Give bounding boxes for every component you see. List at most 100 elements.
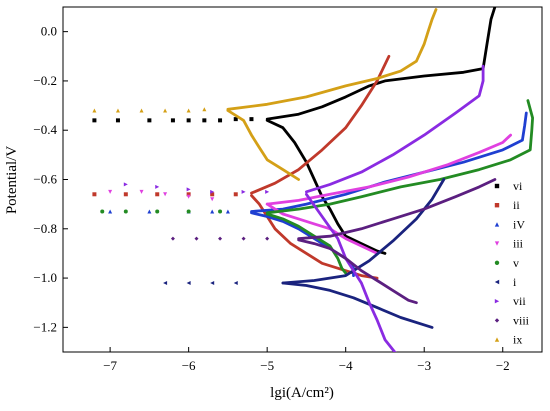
curve-anodic-vi: [265, 7, 497, 121]
y-tick-label: −0.8: [33, 221, 57, 236]
curve-cathodic-i: [281, 281, 434, 329]
data-point-viii: [194, 236, 199, 241]
data-point-vi: [170, 118, 175, 123]
data-point-ii: [92, 192, 97, 197]
legend-marker-vi: [494, 183, 500, 189]
data-point-v: [186, 209, 191, 214]
data-point-ii: [123, 192, 128, 197]
data-point-ii: [155, 192, 160, 197]
data-point-vi: [92, 118, 97, 123]
legend-label-v: v: [513, 256, 519, 270]
data-point-iV: [210, 209, 215, 214]
data-point-vii: [186, 187, 191, 192]
legend-label-vii: vii: [513, 294, 526, 308]
data-point-vi: [202, 118, 207, 123]
y-tick-label: −1.0: [33, 270, 57, 285]
x-tick-label: −5: [260, 358, 274, 373]
curve-anodic-vii: [305, 64, 485, 194]
data-point-ix: [202, 107, 207, 112]
data-point-iii: [186, 194, 191, 199]
curve-cathodic-ix: [226, 109, 300, 181]
data-point-i: [163, 281, 168, 285]
curve-anodic-i: [281, 178, 446, 285]
legend-label-vi: vi: [513, 179, 523, 193]
x-tick-label: −7: [103, 358, 117, 373]
data-point-v: [218, 209, 223, 214]
data-point-vi: [218, 118, 223, 123]
data-point-ii: [210, 192, 215, 197]
legend-label-ix: ix: [513, 333, 522, 347]
data-point-iii: [163, 192, 168, 197]
plot-area-frame: [62, 6, 543, 353]
data-point-ii: [233, 192, 238, 197]
data-point-ix: [139, 108, 144, 113]
data-point-iii: [139, 189, 144, 194]
data-point-iV: [225, 209, 230, 214]
legend-label-iii: iii: [513, 237, 524, 251]
x-tick-label: −6: [182, 358, 196, 373]
curve-cathodic-vii: [305, 192, 397, 352]
curve-anodic-iV: [250, 111, 528, 213]
y-tick-label: −0.6: [33, 172, 57, 187]
x-tick-label: −2: [496, 358, 510, 373]
y-axis-label: Potential/V: [4, 146, 20, 214]
legend-marker-i: [494, 279, 500, 285]
legend-marker-ix: [494, 337, 500, 342]
data-point-v: [155, 209, 160, 214]
curve-anodic-viii: [297, 178, 497, 240]
series-ix: [92, 8, 438, 181]
data-point-ix: [92, 108, 97, 113]
series-clip-group: [92, 7, 534, 352]
data-point-i: [210, 281, 215, 285]
data-point-vi: [147, 118, 152, 123]
data-point-vi: [186, 118, 191, 123]
data-point-ix: [115, 108, 120, 113]
data-point-ii: [186, 192, 191, 197]
legend-marker-iii: [494, 241, 500, 246]
data-point-iV: [108, 209, 113, 214]
data-point-viii: [170, 236, 175, 241]
data-point-i: [233, 281, 238, 285]
x-tick-label: −3: [417, 358, 431, 373]
data-point-vii: [265, 189, 270, 194]
legend-marker-iV: [494, 222, 500, 227]
series-layer: [92, 7, 534, 352]
data-point-iii: [210, 197, 215, 202]
data-point-vii: [123, 182, 128, 187]
legend-marker-vii: [494, 299, 500, 304]
legend-label-viii: viii: [513, 313, 530, 327]
series-i: [163, 178, 446, 329]
x-axis-label: lgi(A/cm²): [270, 385, 334, 401]
data-point-viii: [241, 236, 246, 241]
series-vi: [92, 7, 497, 255]
data-point-vi: [249, 117, 254, 122]
series-v: [100, 99, 534, 275]
curve-anodic-v: [265, 99, 534, 215]
data-point-ix: [186, 108, 191, 113]
series-vii: [123, 64, 485, 352]
data-point-v: [100, 209, 105, 214]
data-point-vii: [241, 189, 246, 194]
y-tick-label: −0.4: [33, 122, 57, 137]
x-tick-label: −4: [339, 358, 353, 373]
y-tick-label: −1.2: [33, 319, 57, 334]
curve-anodic-ix: [226, 8, 438, 111]
data-point-vii: [210, 189, 215, 194]
legend-label-iV: iV: [513, 217, 525, 231]
data-point-v: [123, 209, 128, 214]
data-point-vii: [155, 184, 160, 189]
curve-anodic-ii: [250, 54, 391, 195]
data-point-vi: [115, 118, 120, 123]
curve-cathodic-v: [265, 212, 348, 275]
legend-label-i: i: [513, 275, 517, 289]
legend-marker-viii: [494, 318, 500, 323]
legend-marker-ii: [494, 203, 500, 208]
data-point-iV: [147, 209, 152, 214]
curve-cathodic-viii: [297, 238, 418, 305]
legend-label-ii: ii: [513, 198, 520, 212]
series-ii: [92, 54, 391, 280]
data-point-vi: [233, 117, 238, 122]
series-viii: [170, 178, 497, 305]
data-point-i: [186, 281, 191, 285]
